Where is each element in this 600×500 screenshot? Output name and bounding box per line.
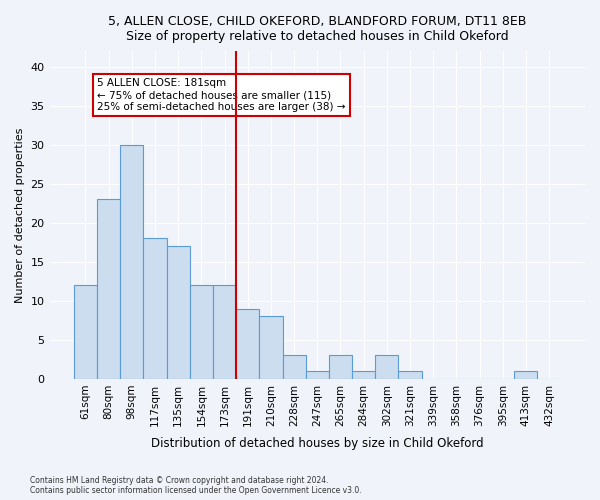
Bar <box>329 356 352 379</box>
Text: Contains HM Land Registry data © Crown copyright and database right 2024.
Contai: Contains HM Land Registry data © Crown c… <box>30 476 362 495</box>
Bar <box>236 308 259 379</box>
X-axis label: Distribution of detached houses by size in Child Okeford: Distribution of detached houses by size … <box>151 437 484 450</box>
Bar <box>259 316 283 379</box>
Y-axis label: Number of detached properties: Number of detached properties <box>15 128 25 302</box>
Bar <box>352 371 375 379</box>
Bar <box>74 285 97 379</box>
Bar <box>283 356 305 379</box>
Bar <box>398 371 422 379</box>
Title: 5, ALLEN CLOSE, CHILD OKEFORD, BLANDFORD FORUM, DT11 8EB
Size of property relati: 5, ALLEN CLOSE, CHILD OKEFORD, BLANDFORD… <box>108 15 526 43</box>
Bar <box>305 371 329 379</box>
Bar <box>97 200 120 379</box>
Bar <box>190 285 213 379</box>
Bar <box>143 238 167 379</box>
Bar <box>213 285 236 379</box>
Bar <box>120 145 143 379</box>
Bar <box>375 356 398 379</box>
Bar <box>167 246 190 379</box>
Text: 5 ALLEN CLOSE: 181sqm
← 75% of detached houses are smaller (115)
25% of semi-det: 5 ALLEN CLOSE: 181sqm ← 75% of detached … <box>97 78 346 112</box>
Bar <box>514 371 538 379</box>
